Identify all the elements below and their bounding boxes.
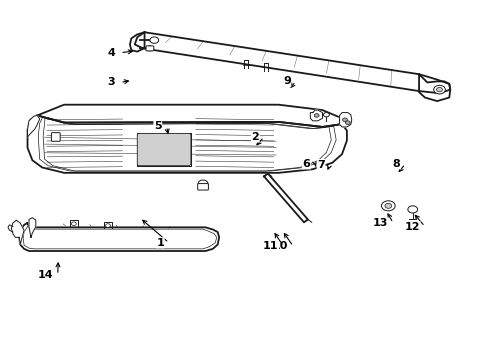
Polygon shape <box>310 110 322 121</box>
Polygon shape <box>264 174 307 222</box>
Circle shape <box>433 85 445 94</box>
Polygon shape <box>37 105 341 127</box>
Polygon shape <box>27 116 346 173</box>
FancyBboxPatch shape <box>137 134 190 166</box>
Text: 6: 6 <box>302 159 310 169</box>
Polygon shape <box>130 32 144 51</box>
FancyBboxPatch shape <box>197 184 208 190</box>
Text: 11: 11 <box>263 241 278 251</box>
Circle shape <box>436 87 442 92</box>
Text: 12: 12 <box>404 222 419 231</box>
Text: 14: 14 <box>37 270 53 280</box>
Polygon shape <box>135 32 449 93</box>
Text: 3: 3 <box>107 77 115 87</box>
Text: 5: 5 <box>154 121 161 131</box>
Circle shape <box>150 37 158 43</box>
Circle shape <box>198 180 207 187</box>
Circle shape <box>323 113 329 117</box>
Circle shape <box>384 203 391 208</box>
Text: 10: 10 <box>272 241 288 251</box>
Text: 8: 8 <box>392 159 400 169</box>
Text: 9: 9 <box>283 76 290 86</box>
Polygon shape <box>29 218 36 237</box>
Circle shape <box>342 118 346 122</box>
Circle shape <box>314 114 319 117</box>
FancyBboxPatch shape <box>146 46 154 51</box>
Circle shape <box>71 222 76 226</box>
Text: 1: 1 <box>156 238 163 248</box>
Text: 4: 4 <box>107 48 115 58</box>
Circle shape <box>105 224 110 227</box>
Polygon shape <box>137 134 190 166</box>
Polygon shape <box>418 74 449 101</box>
Text: 2: 2 <box>251 132 259 142</box>
Polygon shape <box>27 116 40 137</box>
Circle shape <box>146 46 153 51</box>
Text: 7: 7 <box>317 159 325 170</box>
Text: 13: 13 <box>372 218 387 228</box>
Polygon shape <box>11 220 24 244</box>
FancyBboxPatch shape <box>51 133 60 141</box>
Polygon shape <box>19 223 219 251</box>
Circle shape <box>345 121 349 125</box>
Polygon shape <box>339 113 351 127</box>
Circle shape <box>381 201 394 211</box>
Circle shape <box>407 206 417 213</box>
